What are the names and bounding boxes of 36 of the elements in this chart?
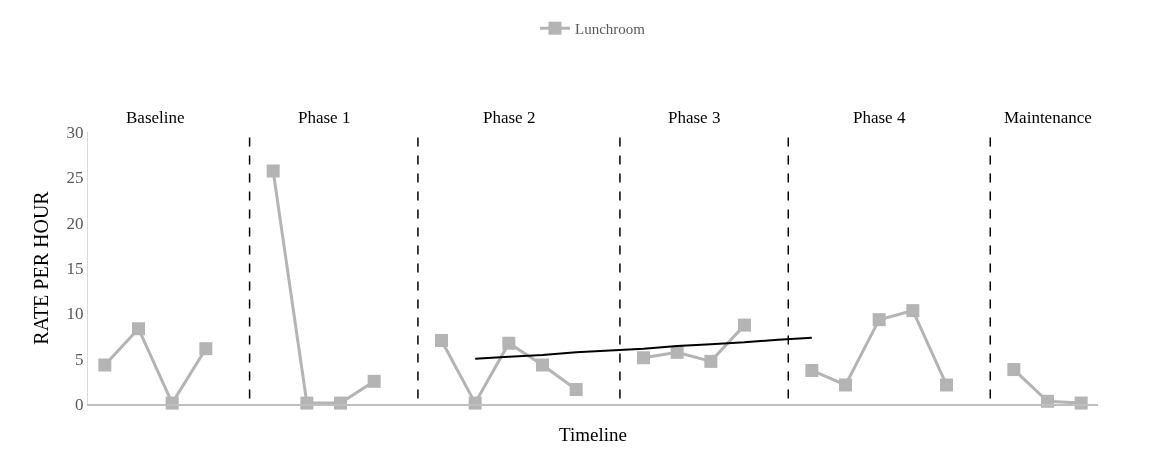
point: [906, 304, 920, 318]
y-tick-label: 30: [66, 122, 84, 142]
text: Maintenance: [1004, 108, 1092, 127]
point: [569, 382, 583, 396]
point: [502, 336, 516, 350]
text: Phase 1: [298, 108, 351, 127]
point: [670, 345, 684, 359]
text: Phase 2: [483, 108, 536, 127]
point: [839, 378, 852, 392]
y-tick-label: 25: [66, 168, 84, 188]
point: [872, 313, 886, 327]
point: [637, 351, 650, 365]
point: [199, 342, 213, 356]
point: [536, 358, 549, 372]
point: [704, 354, 718, 368]
y-tick-label: 0: [75, 394, 84, 414]
text: Phase 4: [853, 108, 906, 127]
text: Phase 3: [668, 108, 721, 127]
legend-label: Lunchroom: [575, 21, 646, 38]
point: [435, 334, 448, 348]
y-tick-label: 10: [66, 304, 84, 324]
x-axis-title: Timeline: [559, 424, 627, 446]
y-tick-label: 20: [66, 213, 84, 233]
point: [132, 322, 145, 336]
point: [266, 164, 280, 178]
point: [805, 363, 819, 377]
text: Baseline: [126, 108, 185, 127]
point: [1007, 363, 1021, 377]
point: [940, 378, 953, 392]
point: [98, 358, 112, 372]
line-series: [474, 336, 813, 360]
y-tick-label: 15: [66, 258, 84, 278]
point: [738, 318, 751, 332]
point: [367, 374, 381, 388]
y-tick-label: 5: [75, 349, 84, 369]
y-axis-title: RATE PER HOUR: [30, 190, 53, 345]
